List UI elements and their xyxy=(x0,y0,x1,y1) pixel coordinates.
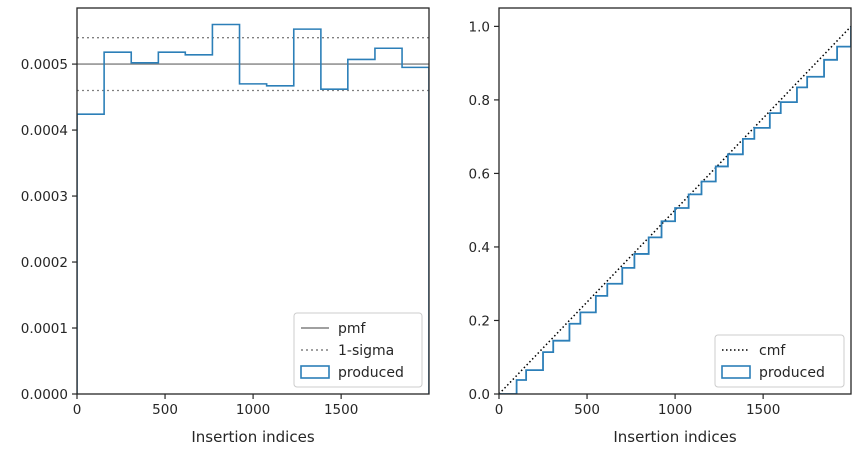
y-tick-label: 0.0004 xyxy=(21,123,68,139)
histogram-bin xyxy=(104,52,131,394)
histogram-bin xyxy=(267,86,294,394)
y-tick-label: 0.8 xyxy=(469,93,490,109)
x-axis-label: Insertion indices xyxy=(613,428,736,446)
plot-area xyxy=(499,25,851,394)
legend-label: produced xyxy=(338,365,404,381)
y-tick-label: 1.0 xyxy=(469,19,490,35)
x-tick-label: 1500 xyxy=(324,402,358,418)
y-tick-label: 0.0005 xyxy=(21,57,68,73)
cmf-line xyxy=(499,25,851,394)
x-tick-label: 1000 xyxy=(658,402,692,418)
y-tick-label: 0.0000 xyxy=(21,387,68,403)
legend-label: 1-sigma xyxy=(338,343,394,359)
y-tick-label: 0.0 xyxy=(469,387,490,403)
legend-label: cmf xyxy=(759,343,786,359)
y-tick-label: 0.4 xyxy=(469,240,490,256)
x-tick-label: 500 xyxy=(574,402,600,418)
histogram-bin xyxy=(212,24,239,394)
y-tick-label: 0.0001 xyxy=(21,321,68,337)
histogram-bin xyxy=(240,84,267,394)
histogram-bin xyxy=(77,114,104,394)
plot-area xyxy=(77,23,429,394)
right-cumulative-panel: 0 500 1000 1500 0.0 0.2 0.4 0.6 0.8 1.0 Insertion … xyxy=(469,7,852,446)
x-tick-label: 500 xyxy=(152,402,178,418)
legend-swatch-patch xyxy=(300,365,330,379)
y-tick-label: 0.0002 xyxy=(21,255,68,271)
x-tick-label: 1500 xyxy=(746,402,780,418)
legend-label: pmf xyxy=(338,321,367,337)
histogram-bin xyxy=(131,63,158,394)
x-axis-label: Insertion indices xyxy=(191,428,314,446)
produced-histogram xyxy=(77,23,429,394)
histogram-bin xyxy=(158,52,185,394)
legend-label: produced xyxy=(759,365,825,381)
histogram-bin xyxy=(185,55,212,394)
x-tick-label: 0 xyxy=(495,402,504,418)
legend: pmf 1-sigma produced xyxy=(293,312,423,388)
x-tick-label: 0 xyxy=(73,402,82,418)
y-tick-label: 0.2 xyxy=(469,313,490,329)
legend-box xyxy=(714,334,845,388)
x-tick-label: 1000 xyxy=(236,402,270,418)
y-tick-label: 0.0003 xyxy=(21,189,68,205)
legend-box xyxy=(293,312,423,388)
y-tick-label: 0.6 xyxy=(469,166,490,182)
legend-swatch-patch xyxy=(721,365,751,379)
left-histogram-panel: 0 500 1000 1500 0.0000 0.0001 0.0002 0.0003 0.00… xyxy=(21,7,430,446)
legend: cmf produced xyxy=(714,334,845,388)
